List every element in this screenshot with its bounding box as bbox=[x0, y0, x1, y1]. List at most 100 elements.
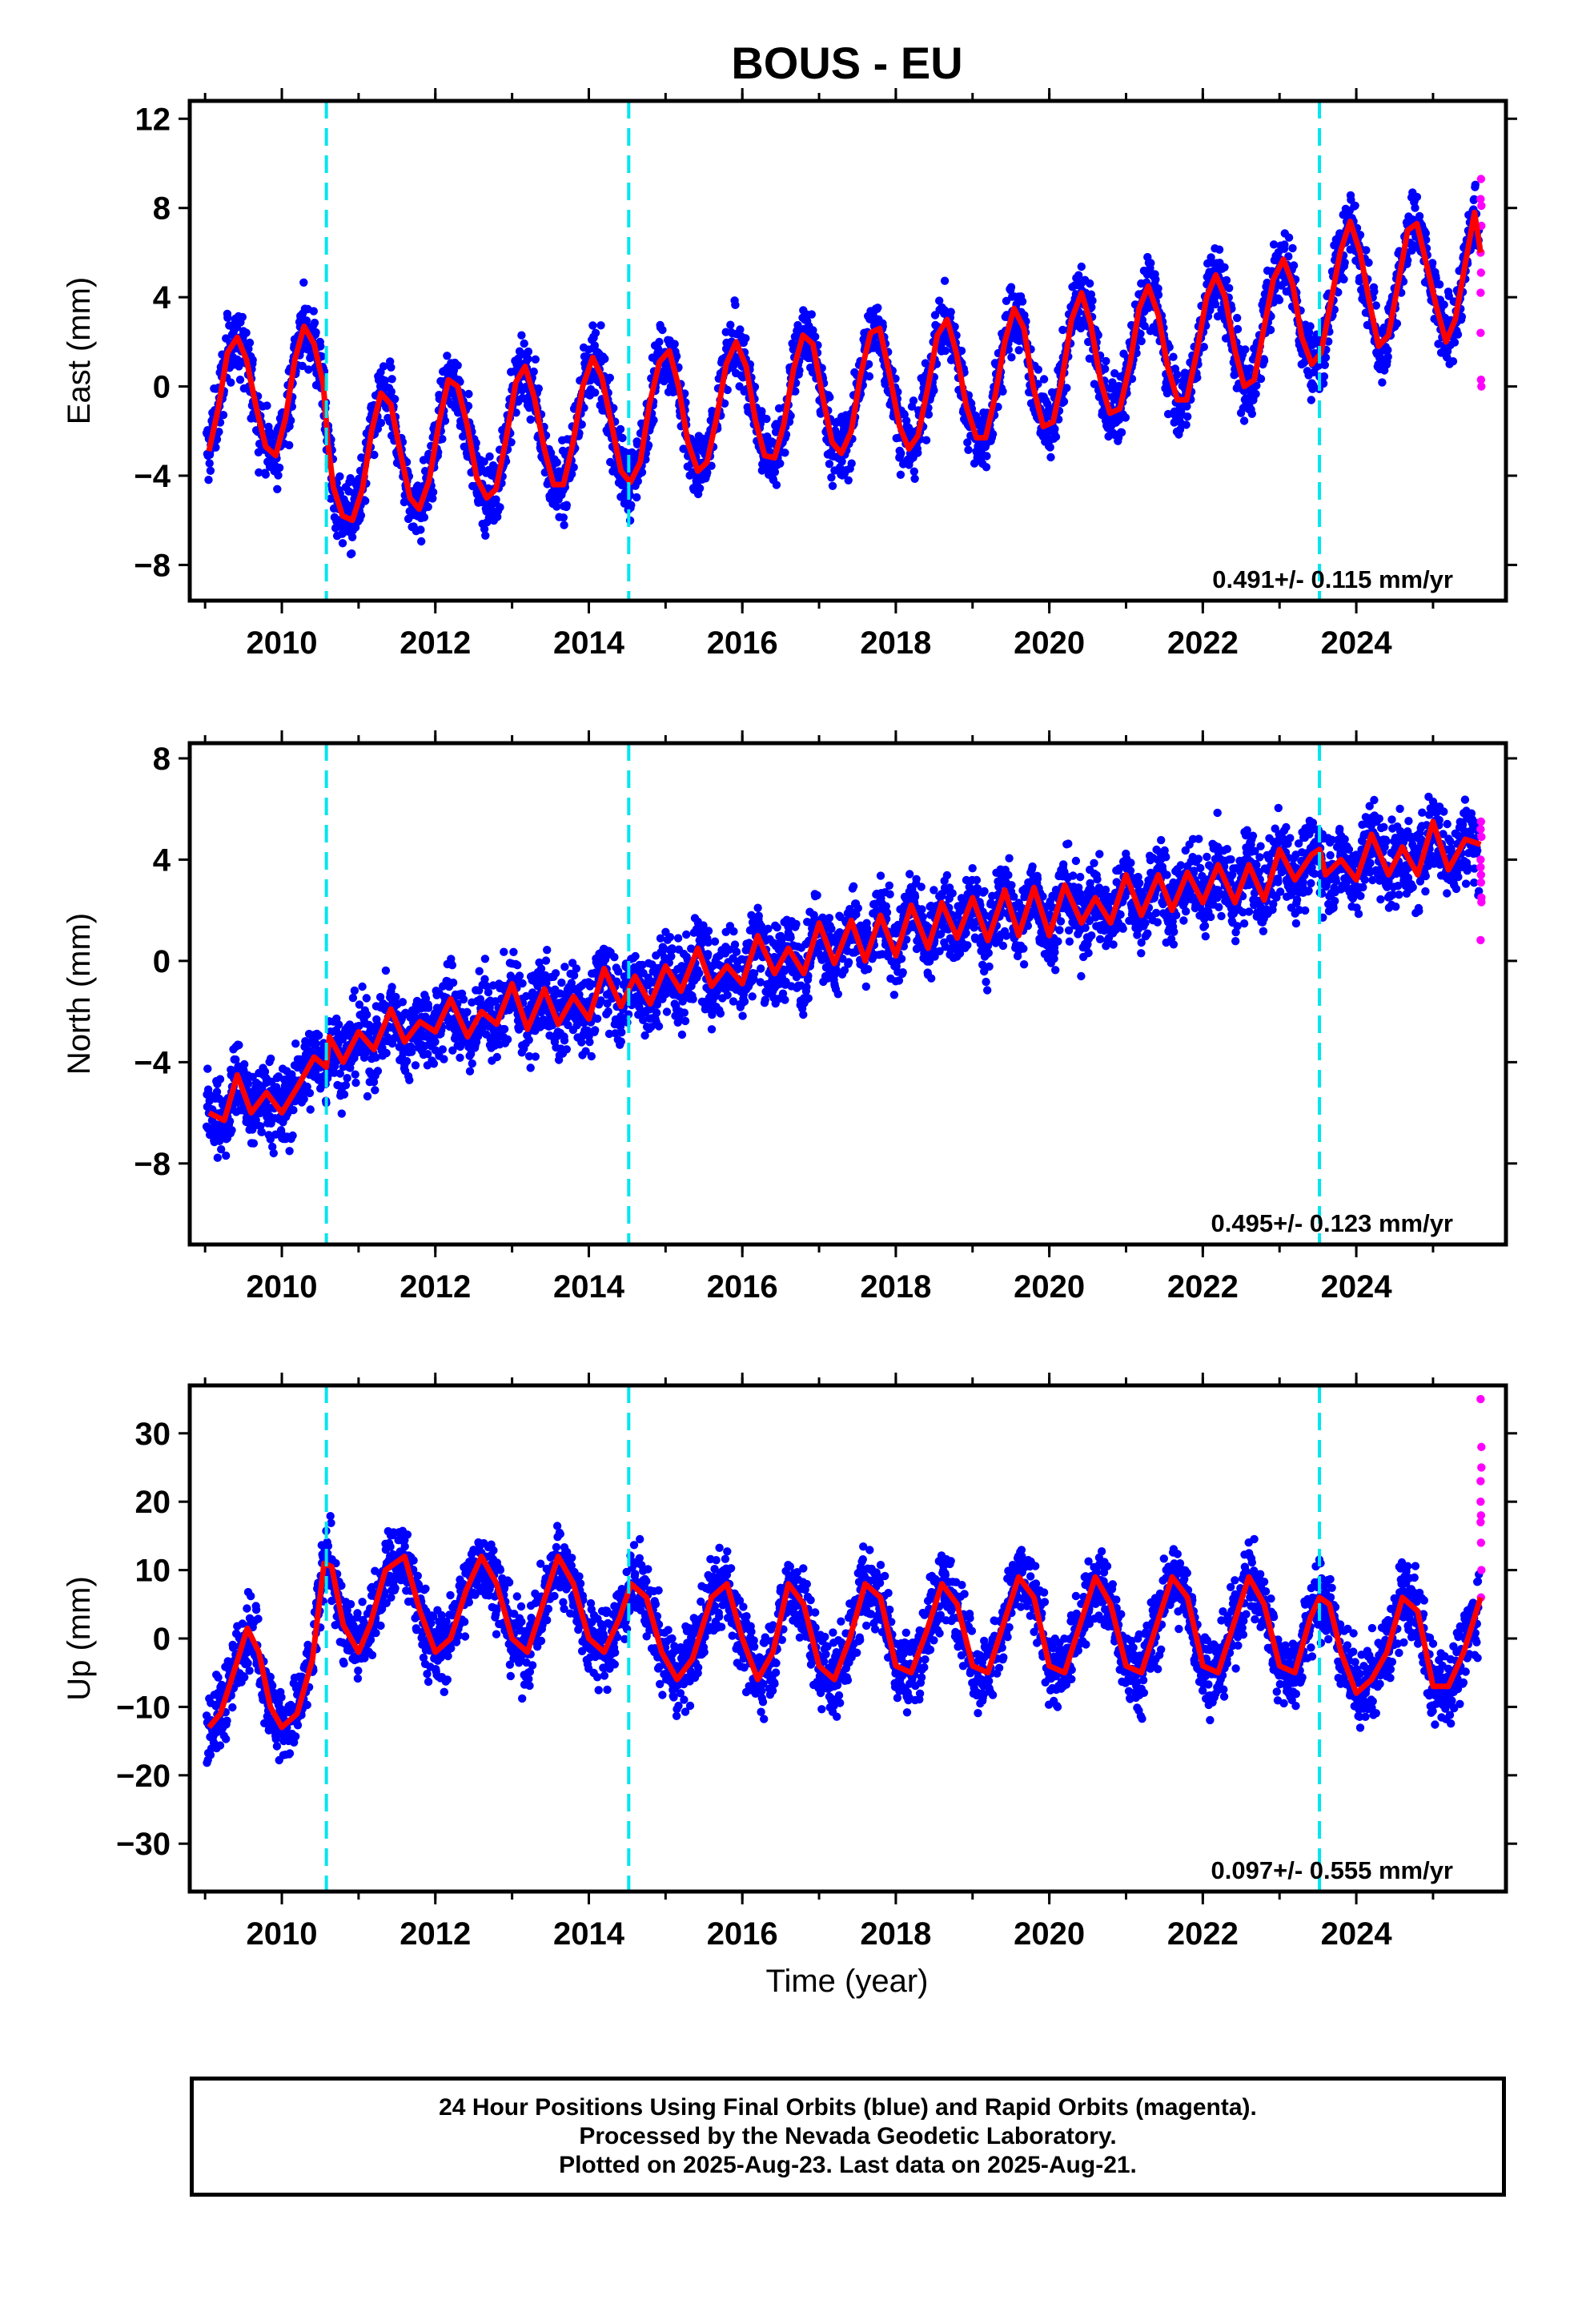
north-rapid-orbit-point bbox=[1477, 898, 1486, 907]
footer-line-3: Plotted on 2025-Aug-23. Last data on 202… bbox=[559, 2152, 1137, 2178]
north-x-tick-label: 2010 bbox=[247, 1269, 318, 1305]
east-y-tick-label: 4 bbox=[153, 280, 171, 316]
north-rapid-orbit-point bbox=[1476, 817, 1486, 826]
up-y-axis-label: Up (mm) bbox=[62, 1576, 97, 1701]
up-x-tick-label: 2012 bbox=[400, 1916, 471, 1952]
east-rapid-orbit-point bbox=[1476, 175, 1486, 183]
north-y-tick-label: 0 bbox=[153, 944, 171, 979]
east-rapid-orbit-point bbox=[1476, 195, 1485, 203]
east-rapid-orbit-point bbox=[1477, 382, 1486, 391]
up-final-orbit-points bbox=[202, 1512, 1484, 1767]
north-rapid-orbit-point bbox=[1476, 862, 1485, 872]
north-rapid-orbit-point bbox=[1476, 870, 1486, 879]
up-rapid-orbit-point bbox=[1477, 1566, 1486, 1574]
east-frame bbox=[187, 99, 1508, 603]
north-panel: −8 −4 0 4 8 2010 2012 2014 2016 2018 2020 2022 2024 N… bbox=[62, 730, 1517, 1305]
east-rapid-orbit-point bbox=[1476, 376, 1486, 384]
east-x-tick-label: 2024 bbox=[1321, 625, 1393, 661]
up-x-tick-label: 2022 bbox=[1167, 1916, 1239, 1952]
east-model-fit-line bbox=[206, 209, 1484, 524]
north-x-tick-label: 2014 bbox=[553, 1269, 625, 1305]
east-rapid-orbit-point bbox=[1476, 288, 1485, 297]
up-final-orbit-marks bbox=[202, 1512, 1484, 1767]
x-axis-label: Time (year) bbox=[766, 1964, 929, 1999]
east-x-tick-label: 2018 bbox=[860, 625, 931, 661]
up-panel: −30 −20 −10 0 10 20 30 2010 2012 2014 2016 2018 2020… bbox=[62, 1373, 1517, 1952]
up-rapid-orbit-points bbox=[1476, 1394, 1486, 1602]
up-rapid-orbit-point bbox=[1476, 1394, 1485, 1404]
north-final-orbit-points bbox=[202, 792, 1484, 1162]
east-x-tick-label: 2022 bbox=[1167, 625, 1239, 661]
east-y-tick-label: −8 bbox=[134, 548, 171, 583]
east-rapid-orbit-point bbox=[1476, 328, 1485, 337]
plot-title: BOUS - EU bbox=[731, 38, 962, 88]
north-final-orbit-marks bbox=[202, 792, 1484, 1162]
north-rapid-orbit-point bbox=[1476, 935, 1485, 945]
up-x-tick-label: 2018 bbox=[860, 1916, 931, 1952]
east-rapid-orbit-point bbox=[1477, 201, 1486, 211]
up-y-tick-label: 10 bbox=[135, 1554, 171, 1589]
north-y-tick-label: 8 bbox=[153, 742, 171, 777]
north-x-tick-label: 2018 bbox=[860, 1269, 931, 1305]
up-rapid-orbit-point bbox=[1476, 1538, 1486, 1547]
east-y-tick-label: 8 bbox=[153, 191, 171, 227]
footer-line-2: Processed by the Nevada Geodetic Laborat… bbox=[579, 2123, 1117, 2149]
north-plot-area bbox=[202, 743, 1486, 1244]
up-y-tick-label: 20 bbox=[135, 1485, 171, 1520]
up-y-tick-label: −30 bbox=[116, 1827, 171, 1862]
up-model-fit-line bbox=[207, 1554, 1484, 1731]
north-frame bbox=[187, 741, 1508, 1247]
east-rate-label: 0.491+/- 0.115 mm/yr bbox=[1212, 565, 1453, 593]
up-y-tick-label: −10 bbox=[116, 1690, 171, 1725]
up-rapid-orbit-point bbox=[1476, 1518, 1485, 1527]
north-rapid-orbit-point bbox=[1476, 878, 1486, 887]
footer-caption-box: 24 Hour Positions Using Final Orbits (bl… bbox=[190, 2077, 1506, 2197]
north-rapid-orbit-point bbox=[1476, 825, 1485, 834]
up-x-tick-label: 2024 bbox=[1321, 1916, 1393, 1952]
east-y-tick-label: −4 bbox=[134, 459, 171, 494]
east-x-tick-label: 2020 bbox=[1014, 625, 1085, 661]
east-x-tick-label: 2014 bbox=[553, 625, 625, 661]
east-x-tick-label: 2016 bbox=[707, 625, 778, 661]
up-rate-label: 0.097+/- 0.555 mm/yr bbox=[1211, 1856, 1453, 1884]
up-x-tick-label: 2020 bbox=[1014, 1916, 1085, 1952]
up-x-tick-label: 2010 bbox=[247, 1916, 318, 1952]
east-plot-area bbox=[202, 101, 1486, 601]
north-rate-label: 0.495+/- 0.123 mm/yr bbox=[1211, 1209, 1453, 1237]
east-final-orbit-points bbox=[202, 180, 1484, 559]
north-y-tick-label: −4 bbox=[134, 1045, 171, 1080]
north-model-fit-line bbox=[207, 818, 1482, 1124]
up-x-tick-label: 2016 bbox=[707, 1916, 778, 1952]
up-rapid-orbit-point bbox=[1476, 1497, 1485, 1506]
east-panel: −8 −4 0 4 8 12 2010 2012 2014 2016 2018 2020 2022 202… bbox=[62, 88, 1517, 661]
up-y-tick-label: 30 bbox=[135, 1417, 171, 1452]
north-x-tick-label: 2020 bbox=[1014, 1269, 1085, 1305]
east-rapid-orbit-points bbox=[1476, 175, 1486, 391]
footer-line-1: 24 Hour Positions Using Final Orbits (bl… bbox=[439, 2094, 1257, 2121]
east-y-tick-label: 12 bbox=[135, 102, 171, 137]
north-x-tick-label: 2016 bbox=[707, 1269, 778, 1305]
north-rapid-orbit-points bbox=[1476, 817, 1486, 945]
east-rapid-orbit-point bbox=[1476, 268, 1486, 277]
east-x-tick-label: 2010 bbox=[247, 625, 318, 661]
up-rapid-orbit-point bbox=[1477, 1463, 1486, 1472]
up-x-tick-label: 2014 bbox=[553, 1916, 625, 1952]
east-y-tick-label: 0 bbox=[153, 370, 171, 405]
north-y-tick-label: −8 bbox=[134, 1147, 171, 1182]
up-rapid-orbit-point bbox=[1476, 1511, 1486, 1520]
up-rapid-orbit-point bbox=[1476, 1477, 1485, 1486]
north-rapid-orbit-point bbox=[1477, 832, 1486, 842]
east-final-orbit-marks bbox=[202, 180, 1484, 559]
up-plot-area bbox=[202, 1385, 1486, 1892]
up-y-tick-label: −20 bbox=[116, 1759, 171, 1794]
up-rapid-orbit-point bbox=[1477, 1442, 1486, 1452]
north-x-tick-label: 2024 bbox=[1321, 1269, 1393, 1305]
east-x-tick-label: 2012 bbox=[400, 625, 471, 661]
up-y-tick-label: 0 bbox=[153, 1622, 171, 1657]
north-y-axis-label: North (mm) bbox=[62, 913, 97, 1075]
north-x-tick-label: 2012 bbox=[400, 1269, 471, 1305]
north-x-tick-label: 2022 bbox=[1167, 1269, 1239, 1305]
north-y-tick-label: 4 bbox=[153, 842, 171, 878]
north-rapid-orbit-point bbox=[1476, 855, 1485, 864]
